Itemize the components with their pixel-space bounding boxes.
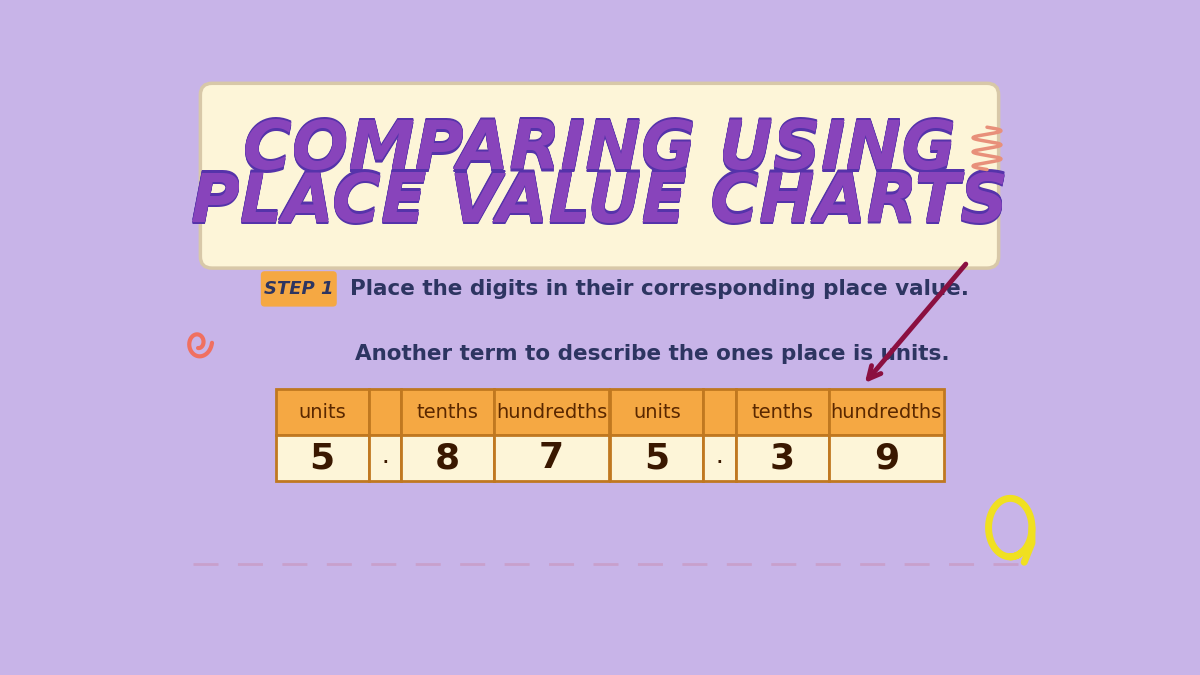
Text: PLACE VALUE CHARTS: PLACE VALUE CHARTS <box>191 172 1008 238</box>
Text: tenths: tenths <box>751 402 814 422</box>
Text: hundredths: hundredths <box>496 402 607 422</box>
Text: PLACE VALUE CHARTS: PLACE VALUE CHARTS <box>191 169 1008 236</box>
Text: PLACE VALUE CHARTS: PLACE VALUE CHARTS <box>191 169 1008 236</box>
Text: Another term to describe the ones place is units.: Another term to describe the ones place … <box>355 344 950 364</box>
Text: COMPARING USING: COMPARING USING <box>242 119 956 185</box>
Text: tenths: tenths <box>416 402 479 422</box>
Text: COMPARING USING: COMPARING USING <box>242 115 956 182</box>
Text: 5: 5 <box>310 441 335 475</box>
Text: STEP 1: STEP 1 <box>264 280 334 298</box>
Bar <box>401 389 494 435</box>
Text: PLACE VALUE CHARTS: PLACE VALUE CHARTS <box>191 168 1008 234</box>
Text: 5: 5 <box>644 441 670 475</box>
Bar <box>494 435 608 481</box>
Text: COMPARING USING: COMPARING USING <box>242 115 956 182</box>
Bar <box>829 389 943 435</box>
Bar <box>703 435 736 481</box>
Text: hundredths: hundredths <box>830 402 942 422</box>
Text: PLACE VALUE CHARTS: PLACE VALUE CHARTS <box>191 167 1008 234</box>
Text: PLACE VALUE CHARTS: PLACE VALUE CHARTS <box>191 168 1008 234</box>
Text: PLACE VALUE CHARTS: PLACE VALUE CHARTS <box>191 171 1008 237</box>
Text: units: units <box>298 402 346 422</box>
Text: units: units <box>632 402 680 422</box>
Text: 7: 7 <box>539 441 564 475</box>
Text: COMPARING USING: COMPARING USING <box>242 117 956 184</box>
Bar <box>368 389 401 435</box>
Bar <box>703 389 736 435</box>
Bar <box>736 435 829 481</box>
Text: Place the digits in their corresponding place value.: Place the digits in their corresponding … <box>350 279 968 299</box>
FancyBboxPatch shape <box>260 271 337 306</box>
Text: .: . <box>382 451 388 466</box>
Bar <box>736 389 829 435</box>
Text: 3: 3 <box>770 441 794 475</box>
Text: COMPARING USING: COMPARING USING <box>242 119 956 186</box>
Bar <box>611 389 703 435</box>
Bar <box>611 435 703 481</box>
Bar <box>829 435 943 481</box>
Text: 9: 9 <box>874 441 899 475</box>
Bar <box>276 389 368 435</box>
Bar <box>401 435 494 481</box>
Text: COMPARING USING: COMPARING USING <box>242 117 956 184</box>
Text: PLACE VALUE CHARTS: PLACE VALUE CHARTS <box>191 169 1008 236</box>
Bar <box>276 435 368 481</box>
Text: .: . <box>716 451 722 466</box>
Text: COMPARING USING: COMPARING USING <box>242 117 956 184</box>
Text: COMPARING USING: COMPARING USING <box>242 119 956 185</box>
Text: 8: 8 <box>436 441 460 475</box>
FancyBboxPatch shape <box>200 83 998 268</box>
Text: COMPARING USING: COMPARING USING <box>242 115 956 181</box>
Text: PLACE VALUE CHARTS: PLACE VALUE CHARTS <box>191 171 1008 237</box>
Bar <box>494 389 608 435</box>
Bar <box>368 435 401 481</box>
